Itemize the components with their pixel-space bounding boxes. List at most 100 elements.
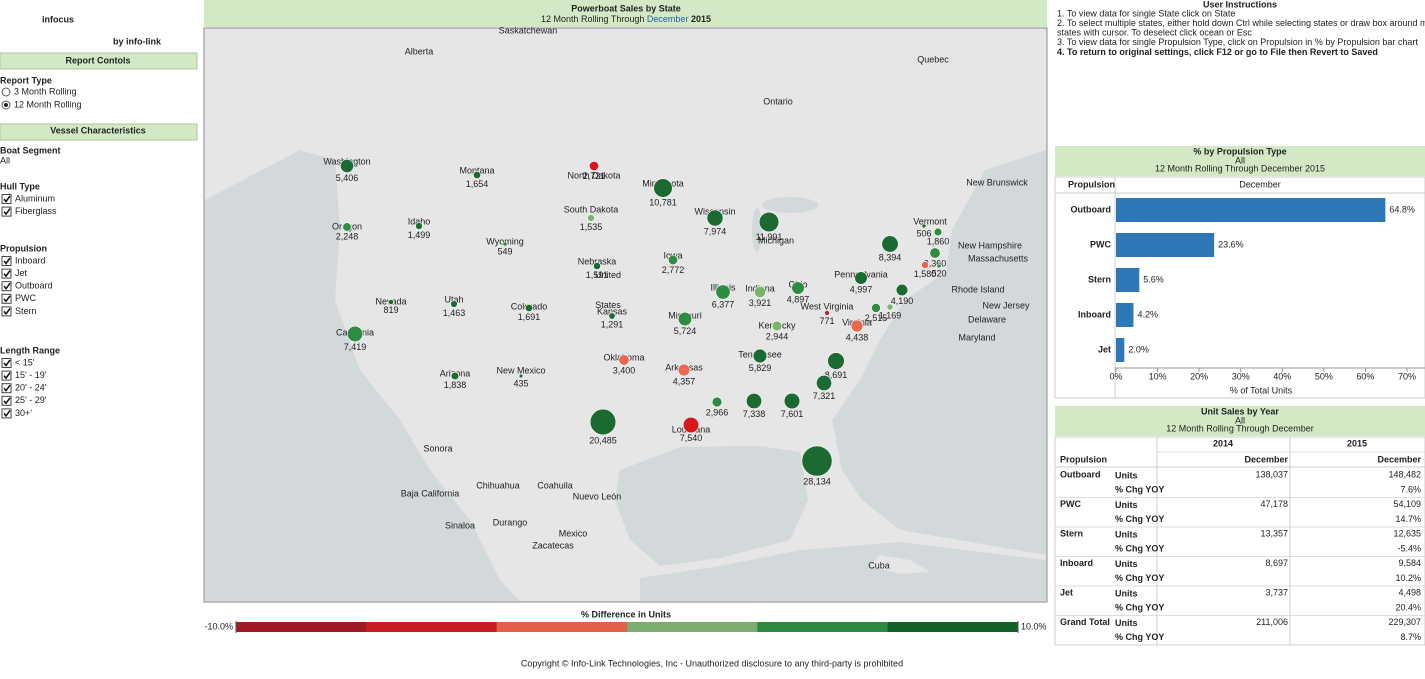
category-label[interactable]: PWC bbox=[1090, 239, 1111, 249]
radio-button[interactable] bbox=[1, 87, 11, 97]
state-bubble[interactable] bbox=[921, 261, 929, 269]
checkbox[interactable] bbox=[1, 408, 12, 419]
state-bubble[interactable] bbox=[340, 159, 354, 173]
state-bubble[interactable] bbox=[388, 299, 394, 305]
state-bubble[interactable] bbox=[929, 247, 941, 259]
legend-title: % Difference in Units bbox=[581, 609, 671, 619]
state-bubble[interactable] bbox=[524, 303, 534, 313]
place-label: Nuevo León bbox=[573, 491, 622, 501]
state-bubble[interactable] bbox=[589, 408, 617, 436]
state-bubble[interactable] bbox=[587, 214, 595, 222]
category-label[interactable]: Jet bbox=[1098, 344, 1111, 354]
state-bubble[interactable] bbox=[850, 319, 864, 333]
category-label[interactable]: Inboard bbox=[1078, 309, 1111, 319]
state-bubble[interactable] bbox=[752, 348, 768, 364]
state-bubble[interactable] bbox=[827, 352, 845, 370]
row-name[interactable]: PWC bbox=[1060, 499, 1081, 509]
checkbox-label[interactable]: Aluminum bbox=[15, 193, 55, 203]
state-bubble[interactable] bbox=[771, 320, 783, 332]
checkbox[interactable] bbox=[1, 395, 12, 406]
checkbox[interactable] bbox=[1, 306, 12, 317]
state-bubble[interactable] bbox=[871, 303, 881, 313]
state-bubble[interactable] bbox=[342, 222, 352, 232]
state-bubble[interactable] bbox=[346, 325, 364, 343]
radio-label[interactable]: 3 Month Rolling bbox=[14, 86, 77, 96]
checkbox-label[interactable]: Fiberglass bbox=[15, 206, 57, 216]
checkbox-label[interactable]: 15' - 19' bbox=[15, 370, 47, 380]
state-bubble[interactable] bbox=[589, 161, 599, 171]
state-bubble[interactable] bbox=[824, 310, 830, 316]
state-bubble[interactable] bbox=[745, 392, 763, 410]
state-bubble[interactable] bbox=[518, 373, 524, 379]
checkbox[interactable] bbox=[1, 293, 12, 304]
state-bubble[interactable] bbox=[881, 235, 899, 253]
bar[interactable] bbox=[1116, 233, 1215, 257]
checkbox[interactable] bbox=[1, 256, 12, 266]
state-bubble[interactable] bbox=[450, 371, 460, 381]
checkbox[interactable] bbox=[1, 206, 12, 217]
state-bubble[interactable] bbox=[711, 396, 723, 408]
state-bubble[interactable] bbox=[933, 227, 943, 237]
row-name[interactable]: Inboard bbox=[1060, 558, 1093, 568]
bar[interactable] bbox=[1116, 338, 1125, 362]
state-bubble[interactable] bbox=[618, 354, 630, 366]
radio-label[interactable]: 12 Month Rolling bbox=[14, 99, 82, 109]
state-bubble[interactable] bbox=[415, 222, 423, 230]
checkbox[interactable] bbox=[1, 370, 12, 381]
state-bubble[interactable] bbox=[815, 374, 833, 392]
bubble-label: 8,394 bbox=[879, 253, 902, 263]
state-bubble[interactable] bbox=[682, 416, 700, 434]
subtitle-month: December bbox=[647, 14, 689, 24]
state-bubble[interactable] bbox=[450, 300, 458, 308]
state-bubble[interactable] bbox=[754, 286, 766, 298]
state-bubble[interactable] bbox=[667, 254, 679, 266]
bar[interactable] bbox=[1116, 303, 1134, 327]
checkbox[interactable] bbox=[1, 281, 12, 292]
state-bubble[interactable] bbox=[801, 445, 833, 477]
state-bubble[interactable] bbox=[895, 283, 909, 297]
bar[interactable] bbox=[1116, 198, 1386, 222]
state-bubble[interactable] bbox=[653, 178, 673, 198]
checkbox[interactable] bbox=[1, 194, 12, 204]
checkbox[interactable] bbox=[1, 383, 12, 394]
state-bubble[interactable] bbox=[473, 171, 481, 179]
lake-michigan bbox=[752, 208, 762, 252]
checkbox-label[interactable]: PWC bbox=[15, 293, 36, 303]
checkbox-label[interactable]: 25' - 29' bbox=[15, 395, 47, 405]
state-bubble[interactable] bbox=[791, 281, 805, 295]
category-label[interactable]: Outboard bbox=[1071, 204, 1112, 214]
row-name[interactable]: Jet bbox=[1060, 587, 1073, 597]
row-name[interactable]: Stern bbox=[1060, 528, 1083, 538]
state-bubble[interactable] bbox=[677, 311, 693, 327]
checkbox-label[interactable]: 20' - 24' bbox=[15, 383, 47, 393]
state-bubble[interactable] bbox=[706, 209, 724, 227]
place-label: Zacatecas bbox=[532, 540, 574, 550]
checkbox-label[interactable]: Jet bbox=[15, 268, 28, 278]
state-bubble[interactable] bbox=[783, 392, 801, 410]
state-bubble[interactable] bbox=[502, 241, 508, 247]
state-bubble[interactable] bbox=[608, 312, 616, 320]
state-bubble[interactable] bbox=[921, 223, 927, 229]
state-bubble[interactable] bbox=[593, 262, 601, 270]
state-bubble[interactable] bbox=[677, 363, 691, 377]
checkbox-label[interactable]: Inboard bbox=[15, 255, 46, 265]
bar[interactable] bbox=[1116, 268, 1140, 292]
checkbox[interactable] bbox=[1, 358, 12, 368]
place-label: Utah bbox=[444, 294, 463, 304]
checkbox-label[interactable]: Stern bbox=[15, 306, 37, 316]
boat-segment-value[interactable]: All bbox=[0, 155, 10, 165]
row-name[interactable]: Outboard bbox=[1060, 469, 1101, 479]
place-label: Coahuila bbox=[537, 480, 573, 490]
state-bubble[interactable] bbox=[715, 284, 731, 300]
state-bubble[interactable] bbox=[936, 263, 942, 269]
cell: 3,737 bbox=[1265, 587, 1288, 597]
state-bubble[interactable] bbox=[854, 271, 868, 285]
row-name[interactable]: Grand Total bbox=[1060, 617, 1110, 627]
category-label[interactable]: Stern bbox=[1088, 274, 1111, 284]
checkbox-label[interactable]: Outboard bbox=[15, 281, 53, 291]
state-bubble[interactable] bbox=[886, 303, 894, 311]
state-bubble[interactable] bbox=[758, 211, 780, 233]
checkbox-label[interactable]: 30+' bbox=[15, 408, 32, 418]
checkbox[interactable] bbox=[1, 268, 12, 279]
checkbox-label[interactable]: < 15' bbox=[15, 357, 35, 367]
